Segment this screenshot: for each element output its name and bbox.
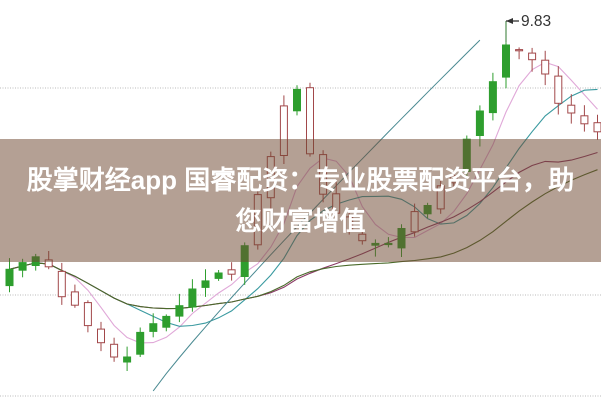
svg-text:9.83: 9.83	[521, 13, 551, 30]
